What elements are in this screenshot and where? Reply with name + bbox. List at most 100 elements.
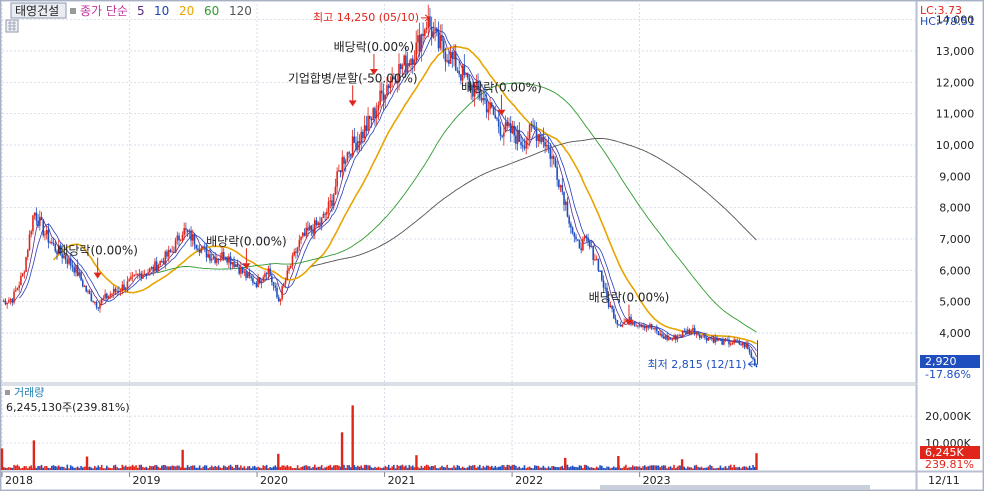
volume-bar: [477, 466, 479, 470]
volume-bar: [504, 467, 507, 470]
volume-bar: [322, 468, 325, 470]
volume-bar: [599, 465, 601, 470]
volume-bar: [295, 468, 297, 470]
candle-body: [558, 179, 560, 188]
candle-body: [313, 220, 316, 234]
candle-body: [76, 264, 79, 276]
volume-bar: [327, 465, 330, 470]
volume-bar: [513, 464, 515, 470]
volume-bar: [348, 465, 350, 470]
volume-bar: [56, 466, 58, 470]
candle-body: [124, 287, 127, 290]
volume-bar: [626, 467, 629, 470]
candle-body: [147, 272, 149, 275]
candle-body: [546, 145, 548, 147]
event-annotation: 배당락(0.00%): [206, 234, 287, 248]
volume-bar: [432, 466, 435, 470]
candle-body: [47, 229, 50, 243]
ma-line-30: [52, 45, 757, 345]
volume-bar: [362, 467, 364, 470]
volume-bar: [99, 467, 101, 470]
candle-body: [9, 299, 12, 301]
candle-body: [52, 242, 55, 244]
volume-bar: [301, 466, 304, 470]
candle-body: [121, 284, 124, 291]
candle-body: [33, 212, 36, 216]
volume-bar: [628, 467, 631, 470]
candle-body: [66, 259, 69, 264]
candle-body: [71, 265, 74, 268]
ma-line-10: [18, 29, 757, 351]
candle-body: [480, 98, 483, 101]
volume-bar: [248, 466, 251, 470]
volume-bar: [549, 467, 552, 470]
volume-bar: [430, 465, 433, 470]
candle-body: [353, 136, 356, 143]
volume-bar: [174, 466, 177, 470]
volume-bar: [575, 466, 577, 470]
volume-panel[interactable]: [0, 384, 917, 472]
candle-body: [32, 215, 34, 232]
candle-body: [381, 90, 383, 94]
candle-body: [680, 335, 682, 337]
candle-body: [745, 344, 747, 348]
volume-bar: [516, 467, 519, 470]
price-panel[interactable]: [0, 0, 917, 384]
candle-body: [250, 276, 253, 278]
volume-bar: [167, 466, 170, 470]
candle-body: [312, 229, 314, 234]
candle-body: [167, 249, 170, 257]
candle-body: [415, 42, 418, 60]
candle-body: [219, 258, 222, 260]
candle-body: [375, 110, 378, 118]
candle-body: [104, 293, 106, 299]
candle-body: [152, 266, 155, 271]
volume-bar: [9, 467, 12, 470]
stock-name-box[interactable]: [10, 2, 67, 19]
candle-body: [434, 28, 436, 32]
volume-bar: [161, 465, 163, 470]
candle-body: [430, 26, 433, 38]
volume-bar: [66, 464, 69, 470]
candle-body: [740, 344, 742, 346]
date-tick-label: 2020: [260, 474, 288, 487]
volume-bar: [643, 465, 646, 470]
volume-bar: [747, 467, 749, 470]
volume-bar: [561, 465, 564, 470]
volume-bullet-icon: [5, 390, 10, 395]
candle-body: [496, 117, 498, 120]
volume-bar: [68, 468, 70, 470]
volume-bar: [18, 466, 20, 470]
candle-body: [606, 287, 608, 298]
candle-body: [530, 124, 533, 126]
volume-bar: [159, 467, 161, 470]
candle-body: [711, 338, 713, 340]
candle-body: [4, 300, 7, 305]
volume-bar: [116, 467, 118, 470]
volume-bar: [444, 467, 447, 470]
candle-body: [423, 29, 426, 36]
candle-body: [123, 284, 125, 290]
volume-bar: [662, 465, 665, 470]
candle-body: [549, 148, 552, 159]
event-annotation: 배당락(0.00%): [461, 81, 542, 95]
volume-bar: [372, 468, 375, 470]
volume-bar: [2, 467, 5, 470]
scrollbar-thumb[interactable]: [600, 485, 870, 490]
volume-bar: [191, 465, 194, 470]
candle-body: [690, 330, 692, 334]
candle-body: [35, 212, 38, 221]
volume-bar: [748, 465, 751, 470]
candle-body: [107, 295, 110, 299]
volume-bar: [149, 465, 151, 470]
candle-body: [394, 78, 397, 84]
low-annotation: 최저 2,815 (12/11): [647, 358, 746, 371]
candle-body: [197, 248, 199, 250]
candle-body: [561, 185, 564, 192]
candle-body: [503, 132, 505, 137]
volume-bar: [547, 466, 550, 470]
candle-body: [221, 252, 223, 259]
candle-body: [578, 239, 581, 249]
volume-bar: [76, 466, 79, 470]
